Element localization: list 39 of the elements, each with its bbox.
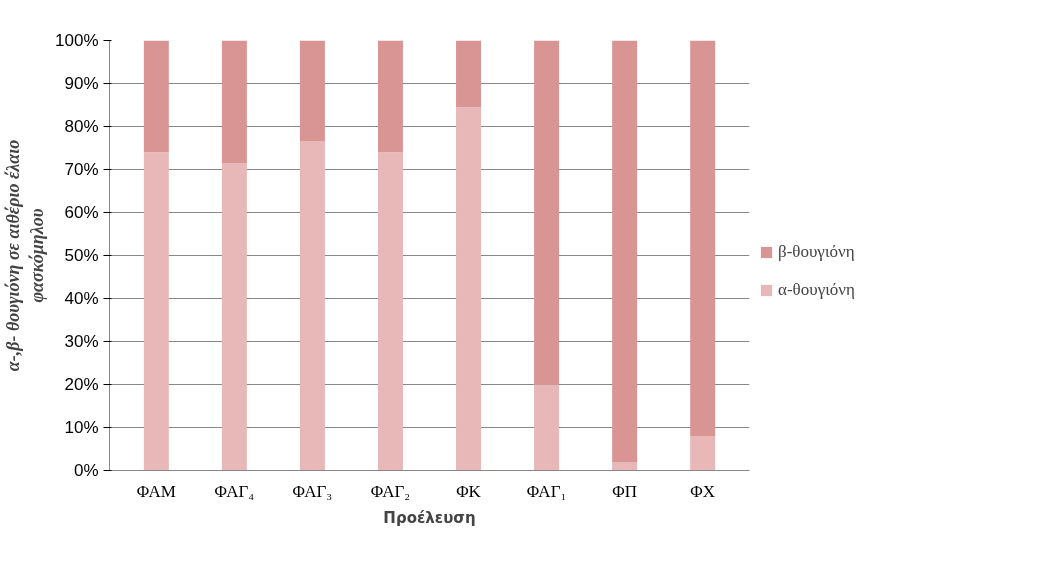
x-tick-label: ΦΑΓ₄: [214, 481, 255, 501]
x-tick-label: ΦΑΓ₁: [526, 481, 567, 501]
x-tick-label: ΦΑΜ: [136, 481, 176, 501]
y-tick-label: 80%: [64, 117, 99, 136]
bar: [377, 40, 403, 153]
y-tick-label: 100%: [55, 31, 99, 50]
x-axis-title: Προέλευση: [383, 508, 476, 527]
bar: [612, 40, 638, 462]
x-tick-label: ΦΑΓ₃: [292, 481, 333, 501]
y-axis-title: α-,β- θουγιόνη σε αιθέριο έλαιο φασκόμηλου: [3, 139, 48, 372]
bar: [221, 163, 247, 471]
bar: [534, 384, 560, 471]
legend-label: α-θουγιόνη: [778, 280, 855, 300]
bar: [377, 152, 403, 471]
bar: [612, 461, 638, 471]
y-tick-label: 60%: [64, 203, 99, 222]
y-tick-label: 70%: [64, 160, 99, 179]
x-tick-label: ΦΚ: [456, 481, 482, 501]
bar: [690, 436, 716, 471]
bar: [299, 141, 325, 471]
bar: [299, 40, 325, 142]
bar: [456, 40, 482, 108]
x-tick-label: ΦΧ: [690, 481, 716, 501]
bar: [534, 40, 560, 385]
bar: [143, 152, 169, 471]
x-tick-label: ΦΠ: [612, 481, 637, 501]
bar: [456, 107, 482, 471]
x-tick-label: ΦΑΓ₂: [370, 481, 411, 501]
y-tick-label: 10%: [64, 418, 99, 437]
bar: [221, 40, 247, 164]
y-tick-label: 40%: [64, 289, 99, 308]
legend-label: β-θουγιόνη: [778, 242, 855, 262]
y-tick-label: 0%: [73, 461, 99, 480]
y-tick-label: 30%: [64, 332, 99, 351]
y-tick-label: 90%: [64, 74, 99, 93]
bar: [690, 40, 716, 437]
bar: [143, 40, 169, 153]
y-tick-label: 20%: [64, 375, 99, 394]
y-tick-label: 50%: [64, 246, 99, 265]
